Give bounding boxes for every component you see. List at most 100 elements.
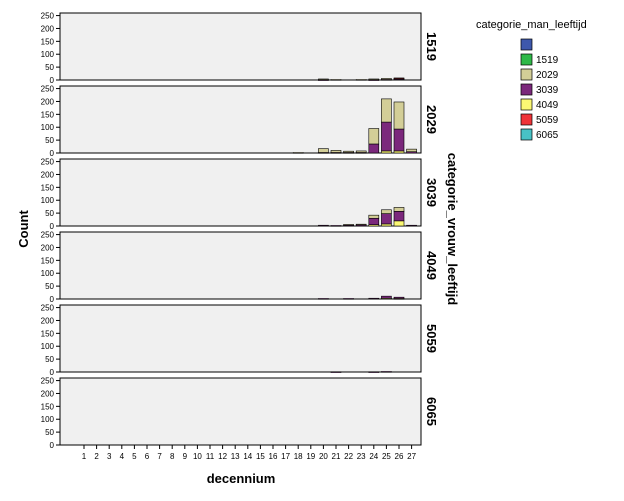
facet-label-4049: 4049 [424,251,439,280]
bar-segment-5059-x25-3039 [381,371,392,373]
x-tick-label: 3 [107,452,112,461]
legend-item: 5059 [520,113,559,126]
bar-segment-2029-x22-2029 [343,150,354,153]
panel-background [59,377,422,446]
y-tick-label: 0 [50,368,55,377]
y-tick-label: 50 [45,355,54,364]
y-tick-label: 0 [50,149,55,158]
panel-background [59,231,422,300]
y-tick-label: 200 [41,389,55,398]
y-tick-label: 100 [41,342,55,351]
legend-item: 2029 [520,68,559,81]
x-tick-label: 8 [170,452,175,461]
bar-segment-1519-x23-2029 [355,79,367,81]
facet-label-5059: 5059 [424,324,439,353]
legend-item: 3039 [520,83,559,96]
y-tick-label: 250 [41,377,55,386]
bar-segment-2029-x26-2029 [393,101,405,130]
x-axis-title: decennium [207,471,276,486]
y-tick-label: 150 [41,183,55,192]
x-axis: 1 2 3 4 5 6 7 8 9 10 11 12 13 14 15 16 17 18 19 20 21 22 23 24 2… [82,445,417,461]
bar-segment-1519-x21-2029 [330,79,342,81]
bar-segment-2029-x24-2029 [368,128,380,145]
bar-segment-2029-x27-2029 [406,148,417,153]
x-tick-label: 4 [120,452,125,461]
legend-item: 1519 [520,53,559,66]
x-tick-label: 21 [332,452,341,461]
y-tick-label: 50 [45,136,54,145]
legend-item: 4049 [520,98,559,111]
y-tick-label: 50 [45,209,54,218]
bar-segment-1519-x24-2029 [368,78,380,81]
x-tick-label: 23 [357,452,366,461]
panel-background [59,304,422,373]
bar-segment-5059-x24-3039 [368,371,380,373]
y-tick-label: 0 [50,76,55,85]
bar-segment-2029-x20-2029 [318,148,329,153]
bar-segment-3039-x25-2029 [381,209,392,214]
x-tick-label: 16 [269,452,278,461]
bar-segment-3039-x23-2029 [355,223,367,226]
legend-item [520,38,533,51]
x-tick-label: 20 [319,452,328,461]
x-tick-label: 13 [231,452,240,461]
bar-segment-4049-x26-3039 [393,296,405,299]
y-tick-label: 150 [41,256,55,265]
y-tick-label: 0 [50,295,55,304]
bar-segment-3039-x24-3039 [368,217,380,226]
x-tick-label: 6 [145,452,150,461]
legend-label: 4049 [536,100,559,111]
bar-segment-4049-x24-3039 [368,297,380,300]
legend-swatch [520,38,533,51]
legend-item: 6065 [520,128,559,141]
y-tick-label: 250 [41,304,55,313]
legend-label: 3039 [536,85,559,96]
y-tick-label: 100 [41,415,55,424]
x-tick-label: 25 [382,452,391,461]
bar-segment-2029-x23-2029 [355,150,367,153]
y-tick-label: 50 [45,282,54,291]
facet-label-2029: 2029 [424,105,439,134]
x-tick-label: 22 [344,452,353,461]
legend-label: 1519 [536,55,559,66]
bar-segment-1519-x26-5059 [393,77,405,80]
facet-panel-6065: 0 50 100 150 200 250 6065 [41,377,439,450]
x-tick-label: 24 [369,452,378,461]
y-tick-label: 100 [41,50,55,59]
bar-segment-3039-x26-2029 [393,207,405,212]
bar-segment-4049-x25-3039 [381,295,392,299]
panel-background [59,158,422,227]
y-tick-label: 150 [41,329,55,338]
bar-segment-3039-x22-2029 [343,224,354,226]
y-tick-label: 200 [41,170,55,179]
panel-background [59,85,422,154]
facet-label-1519: 1519 [424,32,439,61]
bar-segment-2029-x26-4049 [393,150,405,154]
facet-panel-5059: 0 50 100 150 200 250 5059 [41,304,439,377]
legend-items: 1519 2029 3039 4049 5059 6065 [520,38,559,141]
bar-segment-2029-x25-4049 [381,150,392,154]
facet-panel-1519: 0 50 100 150 200 250 1519 [41,12,439,85]
y-tick-label: 200 [41,24,55,33]
legend-label: 6065 [536,130,559,141]
y-tick-label: 250 [41,85,55,94]
legend-swatch [520,53,533,66]
bar-segment-3039-x26-3039 [393,211,405,222]
y-tick-label: 0 [50,222,55,231]
bar-segment-3039-x20-3039 [318,224,329,227]
bar-segment-1519-x20-2029 [318,78,329,81]
x-tick-label: 18 [294,452,303,461]
bar-segment-2029-x25-2029 [381,98,392,123]
y-tick-label: 50 [45,63,54,72]
x-tick-label: 7 [157,452,162,461]
y-tick-label: 250 [41,12,55,21]
bar-segment-1519-x25-2029 [381,78,392,80]
x-tick-label: 17 [281,452,290,461]
legend-title: categorie_man_leeftijd [476,19,587,31]
facet-panel-3039: 0 50 100 150 200 250 3039 [41,158,439,231]
legend-swatch [520,113,533,126]
legend-label: 2029 [536,70,559,81]
y-tick-label: 200 [41,243,55,252]
bar-segment-3039-x25-3039 [381,213,392,225]
y-tick-label: 100 [41,123,55,132]
